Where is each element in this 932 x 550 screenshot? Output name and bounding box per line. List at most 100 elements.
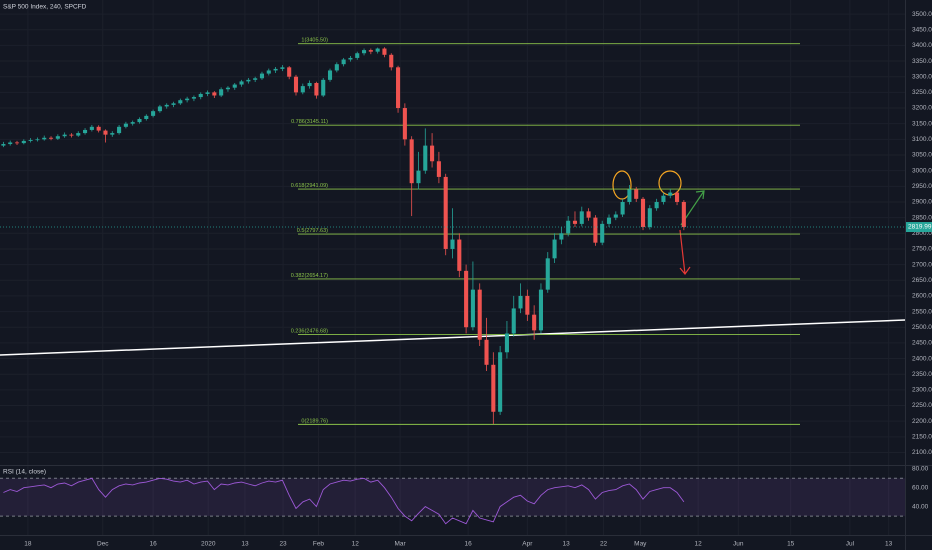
- candle-body: [69, 134, 74, 136]
- candle-body: [259, 73, 265, 79]
- candle-body: [28, 139, 33, 141]
- y-tick-label: 2700.00: [912, 261, 932, 268]
- candle-body: [293, 76, 299, 93]
- fib-label: 0.5(2797.63): [297, 228, 328, 234]
- y-tick-label: 3400.00: [912, 42, 932, 49]
- rsi-label: RSI (14, close): [3, 469, 46, 476]
- candle-body: [504, 333, 509, 353]
- candle-body: [593, 217, 598, 243]
- candle-body: [14, 142, 20, 144]
- fib-label: 0(2189.76): [301, 418, 328, 424]
- candle-body: [171, 103, 176, 105]
- candle-body: [219, 89, 224, 96]
- x-tick-label: 12: [352, 541, 360, 548]
- candle-body: [430, 145, 435, 162]
- y-tick-label: 3250.00: [912, 89, 932, 96]
- fib-label: 0.382(2654.17): [291, 273, 328, 279]
- candle-body: [559, 233, 564, 240]
- y-tick-label: 2750.00: [912, 246, 932, 253]
- candle-body: [307, 82, 312, 87]
- x-tick-label: Feb: [313, 541, 325, 548]
- y-tick-label: 2350.00: [912, 371, 932, 378]
- x-tick-label: 16: [465, 541, 473, 548]
- candle-body: [532, 314, 537, 331]
- candle-body: [498, 352, 503, 412]
- candle-body: [314, 82, 319, 96]
- candle-body: [123, 123, 128, 127]
- candle-body: [355, 53, 360, 58]
- candle-body: [477, 289, 482, 340]
- y-tick-label: 2250.00: [912, 402, 932, 409]
- candle-body: [613, 214, 618, 218]
- fib-label: 0.236(2476.68): [291, 328, 328, 334]
- y-tick-label: 2300.00: [912, 387, 932, 394]
- rsi-tick-label: 80.00: [912, 466, 929, 473]
- candle-body: [62, 134, 67, 137]
- candle-body: [321, 79, 326, 96]
- candle-body: [48, 137, 54, 139]
- y-tick-label: 2600.00: [912, 293, 932, 300]
- candle-body: [491, 364, 496, 412]
- x-tick-label: Apr: [522, 541, 533, 548]
- y-tick-label: 3150.00: [912, 120, 932, 127]
- candle-body: [668, 192, 673, 196]
- x-tick-label: Dec: [97, 541, 109, 548]
- candle-body: [246, 79, 251, 82]
- candle-body: [640, 198, 646, 228]
- candle-body: [382, 48, 387, 55]
- candle-body: [110, 133, 115, 135]
- candle-body: [436, 161, 441, 177]
- candle-body: [341, 59, 346, 65]
- candle-body: [225, 87, 230, 90]
- candle-body: [566, 220, 571, 234]
- x-tick-label: 12: [695, 541, 703, 548]
- x-tick-label: 15: [787, 541, 795, 548]
- candle-body: [21, 140, 26, 144]
- candle-body: [266, 70, 271, 74]
- candle-body: [572, 220, 578, 224]
- candle-body: [327, 70, 333, 80]
- candle-body: [96, 126, 101, 131]
- fib-label: 0.786(3145.11): [291, 119, 328, 125]
- last-price-label: 2819.99: [908, 224, 932, 231]
- candle-body: [627, 189, 632, 202]
- candle-body: [634, 189, 639, 199]
- y-tick-label: 2950.00: [912, 183, 932, 190]
- y-tick-label: 3350.00: [912, 58, 932, 65]
- rsi-tick-label: 60.00: [912, 484, 929, 491]
- candle-body: [300, 86, 305, 93]
- candle-body: [396, 67, 401, 109]
- candle-body: [443, 176, 448, 249]
- candle-body: [137, 118, 142, 123]
- candle-body: [511, 308, 516, 334]
- candle-body: [647, 208, 652, 228]
- candle-body: [117, 126, 122, 134]
- candle-body: [464, 270, 469, 328]
- candle-body: [232, 84, 237, 88]
- candle-body: [416, 170, 421, 184]
- candle-body: [287, 67, 292, 77]
- candle-body: [76, 133, 81, 136]
- candle-body: [538, 289, 543, 331]
- candle-body: [552, 239, 557, 259]
- x-tick-label: 13: [885, 541, 893, 548]
- x-tick-label: 13: [563, 541, 571, 548]
- candle-body: [1, 144, 6, 146]
- x-tick-label: May: [634, 541, 647, 548]
- x-tick-label: 22: [600, 541, 608, 548]
- candle-body: [157, 106, 162, 112]
- last-price-tag: [906, 222, 932, 233]
- candle-body: [457, 239, 462, 271]
- rsi-line: [3, 477, 685, 525]
- candle-body: [681, 201, 686, 228]
- candle-body: [198, 93, 203, 98]
- rsi-band: [0, 478, 905, 517]
- candle-body: [273, 68, 278, 71]
- candle-body: [334, 64, 339, 71]
- y-tick-label: 3050.00: [912, 152, 932, 159]
- candle-body: [579, 211, 584, 224]
- y-tick-label: 3000.00: [912, 167, 932, 174]
- y-tick-label: 2650.00: [912, 277, 932, 284]
